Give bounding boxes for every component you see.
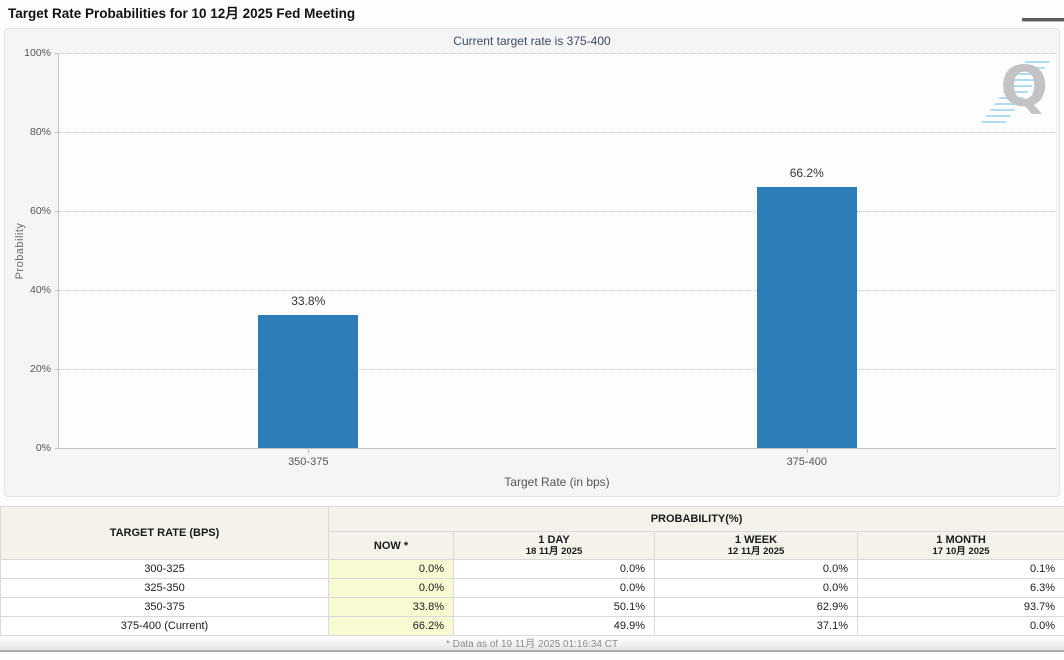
chart-panel: Current target rate is 375-400 Probabili… (4, 28, 1060, 497)
col-header-target-rate: TARGET RATE (BPS) (0, 506, 329, 560)
x-axis-title: Target Rate (in bps) (504, 475, 610, 489)
data-asof-note: * Data as of 19 11月 2025 01:16:34 CT (0, 637, 1064, 652)
hamburger-bar (1022, 18, 1064, 21)
cell-1-day: 50.1% (453, 597, 655, 617)
quikstrike-watermark: Q (978, 55, 1050, 127)
cell-1-month: 6.3% (856, 578, 1064, 598)
y-tick-label: 0% (35, 442, 51, 454)
y-tick-label: 100% (24, 47, 51, 59)
cell-rate: 300-325 (0, 559, 329, 579)
chart-subtitle: Current target rate is 375-400 (453, 34, 611, 48)
table-row: 350-375 33.8% 50.1% 62.9% 93.7% (0, 597, 1064, 617)
cell-1-day: 0.0% (453, 578, 655, 598)
y-tick-mark (55, 448, 59, 449)
table-row: 300-325 0.0% 0.0% 0.0% 0.1% (0, 559, 1064, 579)
gridline (59, 211, 1056, 212)
cell-1-week: 0.0% (654, 559, 858, 579)
gridline (59, 369, 1056, 370)
cell-rate: 325-350 (0, 578, 329, 598)
x-tick-mark (308, 448, 310, 453)
hamburger-menu-icon[interactable] (1022, 8, 1064, 24)
col-header-probability-group: PROBABILITY(%) (327, 506, 1064, 532)
cell-now: 33.8% (328, 597, 454, 617)
col-header-1-month: 1 MONTH 17 10月 2025 (856, 531, 1064, 560)
cell-now: 66.2% (328, 616, 454, 636)
y-tick-label: 80% (29, 126, 51, 138)
col-header-now: NOW * (328, 531, 454, 560)
watermark-q-logo: Q (1000, 55, 1048, 120)
y-tick-mark (55, 53, 59, 54)
cell-now: 0.0% (328, 578, 454, 598)
cell-rate: 375-400 (Current) (0, 616, 329, 636)
x-tick-label: 350-375 (288, 456, 329, 468)
cell-1-month: 93.7% (856, 597, 1064, 617)
gridline (59, 290, 1056, 291)
cell-now: 0.0% (328, 559, 454, 579)
y-tick-label: 40% (29, 284, 51, 296)
table-row: 375-400 (Current) 66.2% 49.9% 37.1% 0.0% (0, 616, 1064, 636)
table-row: 325-350 0.0% 0.0% 0.0% 6.3% (0, 578, 1064, 598)
y-tick-label: 60% (29, 205, 51, 217)
cell-1-month: 0.0% (856, 616, 1064, 636)
plot-area: Q 0% 20% 40% 60% 80% 100% 33.8% 350-375 66.2% 375… (24, 47, 1056, 468)
y-tick-mark (55, 132, 59, 133)
cell-1-week: 62.9% (654, 597, 858, 617)
y-tick-mark (55, 369, 59, 370)
cell-1-month: 0.1% (856, 559, 1064, 579)
y-tick-mark (55, 290, 59, 291)
cell-1-day: 49.9% (453, 616, 655, 636)
page-title: Target Rate Probabilities for 10 12月 202… (8, 6, 356, 21)
cell-rate: 350-375 (0, 597, 329, 617)
cell-1-week: 37.1% (654, 616, 858, 636)
probability-table: TARGET RATE (BPS) PROBABILITY(%) NOW * 1… (0, 506, 1064, 636)
x-tick-mark (806, 448, 808, 453)
y-tick-mark (55, 211, 59, 212)
gridline (59, 132, 1056, 133)
bar-value-label: 66.2% (789, 165, 824, 180)
bar-350-375[interactable] (258, 314, 359, 448)
col-header-1-day: 1 DAY 18 11月 2025 (453, 531, 655, 560)
x-tick-label: 375-400 (786, 456, 827, 468)
bar-375-400[interactable] (756, 186, 857, 448)
gridline (59, 53, 1056, 54)
cell-1-week: 0.0% (654, 578, 858, 598)
y-tick-label: 20% (29, 363, 51, 375)
bar-value-label: 33.8% (291, 293, 326, 308)
col-header-1-week: 1 WEEK 12 11月 2025 (654, 531, 858, 560)
title-bar: Target Rate Probabilities for 10 12月 202… (0, 0, 1064, 28)
cell-1-day: 0.0% (453, 559, 655, 579)
